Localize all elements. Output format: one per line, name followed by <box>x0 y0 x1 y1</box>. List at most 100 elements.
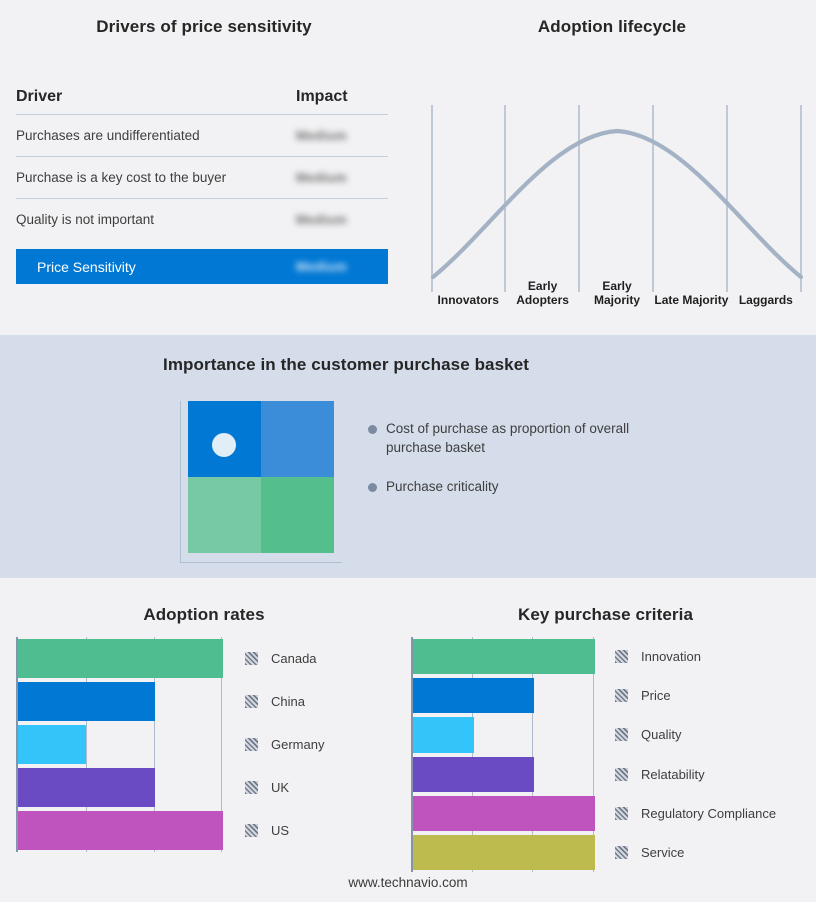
bullet-dot-icon <box>368 483 377 492</box>
matrix-quadrant-grid <box>188 401 334 553</box>
purchase-criteria-panel: Key purchase criteria Innovation Price Qua… <box>395 578 816 878</box>
lifecycle-gridlines <box>431 105 802 292</box>
legend-hatch-swatch-icon <box>245 781 258 794</box>
gridline <box>532 637 533 872</box>
purchase-criteria-bars <box>413 637 595 872</box>
adoption-rates-legend: Canada China Germany UK US <box>245 637 324 852</box>
legend-label: Quality <box>641 727 682 743</box>
adoption-rates-bars <box>18 637 223 852</box>
legend-hatch-swatch-icon <box>245 652 258 665</box>
legend-label: Price <box>641 688 671 704</box>
matrix-x-axis <box>180 562 342 563</box>
bar-quality <box>413 717 474 753</box>
legend-hatch-swatch-icon <box>615 689 628 703</box>
legend-label: Service <box>641 844 685 860</box>
purchase-basket-panel: Importance in the customer purchase bask… <box>0 335 816 578</box>
table-divider <box>16 114 388 115</box>
column-header-impact: Impact <box>296 88 348 105</box>
legend-label: Regulatory Compliance <box>641 805 777 821</box>
highlight-label: Price Sensitivity <box>37 258 136 275</box>
basket-legend: Cost of purchase as proportion of overal… <box>368 419 668 516</box>
impact-value-cell: Medium <box>296 127 388 145</box>
lifecycle-panel-title: Adoption lifecycle <box>537 17 687 36</box>
adoption-rates-title: Adoption rates <box>143 605 265 624</box>
drivers-table-header: Driver Impact <box>16 88 388 114</box>
legend-item: Regulatory Compliance <box>615 794 776 833</box>
lifecycle-bell-curve-svg <box>431 105 803 292</box>
table-divider <box>16 198 388 199</box>
legend-item: US <box>245 809 324 852</box>
drivers-of-price-sensitivity-panel: Drivers of price sensitivity Driver Impa… <box>0 0 408 335</box>
bar-innovation <box>413 639 595 675</box>
impact-value-redacted: Medium <box>296 169 347 185</box>
gridline <box>221 637 222 852</box>
drivers-table: Driver Impact Purchases are undifferenti… <box>16 88 388 284</box>
lifecycle-segment-innovators: Innovators <box>437 293 499 307</box>
bar-regulatory-compliance <box>413 795 595 831</box>
bar-slot <box>18 680 223 723</box>
footer-url: www.technavio.com <box>348 875 468 890</box>
table-divider <box>16 156 388 157</box>
bar-slot <box>413 794 595 833</box>
price-sensitivity-highlight-row: Price Sensitivity Medium <box>16 249 388 284</box>
legend-label: Germany <box>271 737 325 752</box>
legend-item: Quality <box>615 715 776 754</box>
legend-label: Innovation <box>641 649 701 665</box>
bar-relatability <box>413 756 535 792</box>
legend-item: Service <box>615 833 776 872</box>
impact-value-cell: Medium <box>296 169 388 187</box>
purchase-criteria-chart: Innovation Price Quality Relatability Regula… <box>411 637 806 872</box>
legend-hatch-swatch-icon <box>615 806 628 820</box>
gridline <box>86 637 87 852</box>
legend-label: Cost of purchase as proportion of overal… <box>386 421 630 455</box>
adoption-rates-panel: Adoption rates Canada China Germany UK US <box>0 578 408 878</box>
legend-hatch-swatch-icon <box>245 824 258 837</box>
driver-label: Quality is not important <box>16 212 155 227</box>
legend-item: Innovation <box>615 637 776 676</box>
purchase-criteria-plot-area <box>411 637 595 872</box>
matrix-quadrant-bottom-left <box>188 477 261 553</box>
gridline <box>154 637 155 852</box>
adoption-curve-path <box>431 128 803 280</box>
legend-label: US <box>271 823 290 838</box>
legend-label: Relatability <box>641 766 705 782</box>
chart-y-axis <box>411 637 413 872</box>
legend-item: China <box>245 680 324 723</box>
gridline <box>593 637 594 872</box>
chart-y-axis <box>16 637 18 852</box>
matrix-quadrant-top-right <box>261 401 334 477</box>
legend-item: Canada <box>245 637 324 680</box>
bar-slot <box>18 723 223 766</box>
bar-price <box>413 678 535 714</box>
driver-label: Purchase is a key cost to the buyer <box>16 170 227 185</box>
basket-panel-title: Importance in the customer purchase bask… <box>163 355 530 374</box>
adoption-lifecycle-panel: Adoption lifecycle Innovators Early Adop… <box>408 0 816 335</box>
bar-us <box>18 811 223 850</box>
legend-hatch-swatch-icon <box>615 767 628 781</box>
bar-slot <box>413 715 595 754</box>
adoption-rates-chart: Canada China Germany UK US <box>16 637 396 852</box>
matrix-position-marker <box>212 433 236 457</box>
impact-value-cell: Medium <box>296 211 388 229</box>
impact-value-redacted: Medium <box>296 258 347 274</box>
drivers-panel-title: Drivers of price sensitivity <box>96 17 312 36</box>
purchase-criteria-title: Key purchase criteria <box>517 605 694 624</box>
matrix-y-axis <box>180 401 181 563</box>
bar-slot <box>413 676 595 715</box>
bar-slot <box>413 833 595 872</box>
table-row: Quality is not important Medium <box>16 199 388 240</box>
bar-uk <box>18 768 155 807</box>
bar-slot <box>413 637 595 676</box>
legend-hatch-swatch-icon <box>615 728 628 742</box>
lifecycle-segment-early-adopters: Early Adopters <box>516 279 569 307</box>
table-row: Purchase is a key cost to the buyer Medi… <box>16 157 388 198</box>
legend-hatch-swatch-icon <box>245 738 258 751</box>
bar-china <box>18 682 155 721</box>
impact-value-redacted: Medium <box>296 211 347 227</box>
impact-value-redacted: Medium <box>296 127 347 143</box>
bullet-dot-icon <box>368 425 377 434</box>
legend-item: Germany <box>245 723 324 766</box>
bar-slot <box>18 637 223 680</box>
bar-slot <box>18 809 223 852</box>
